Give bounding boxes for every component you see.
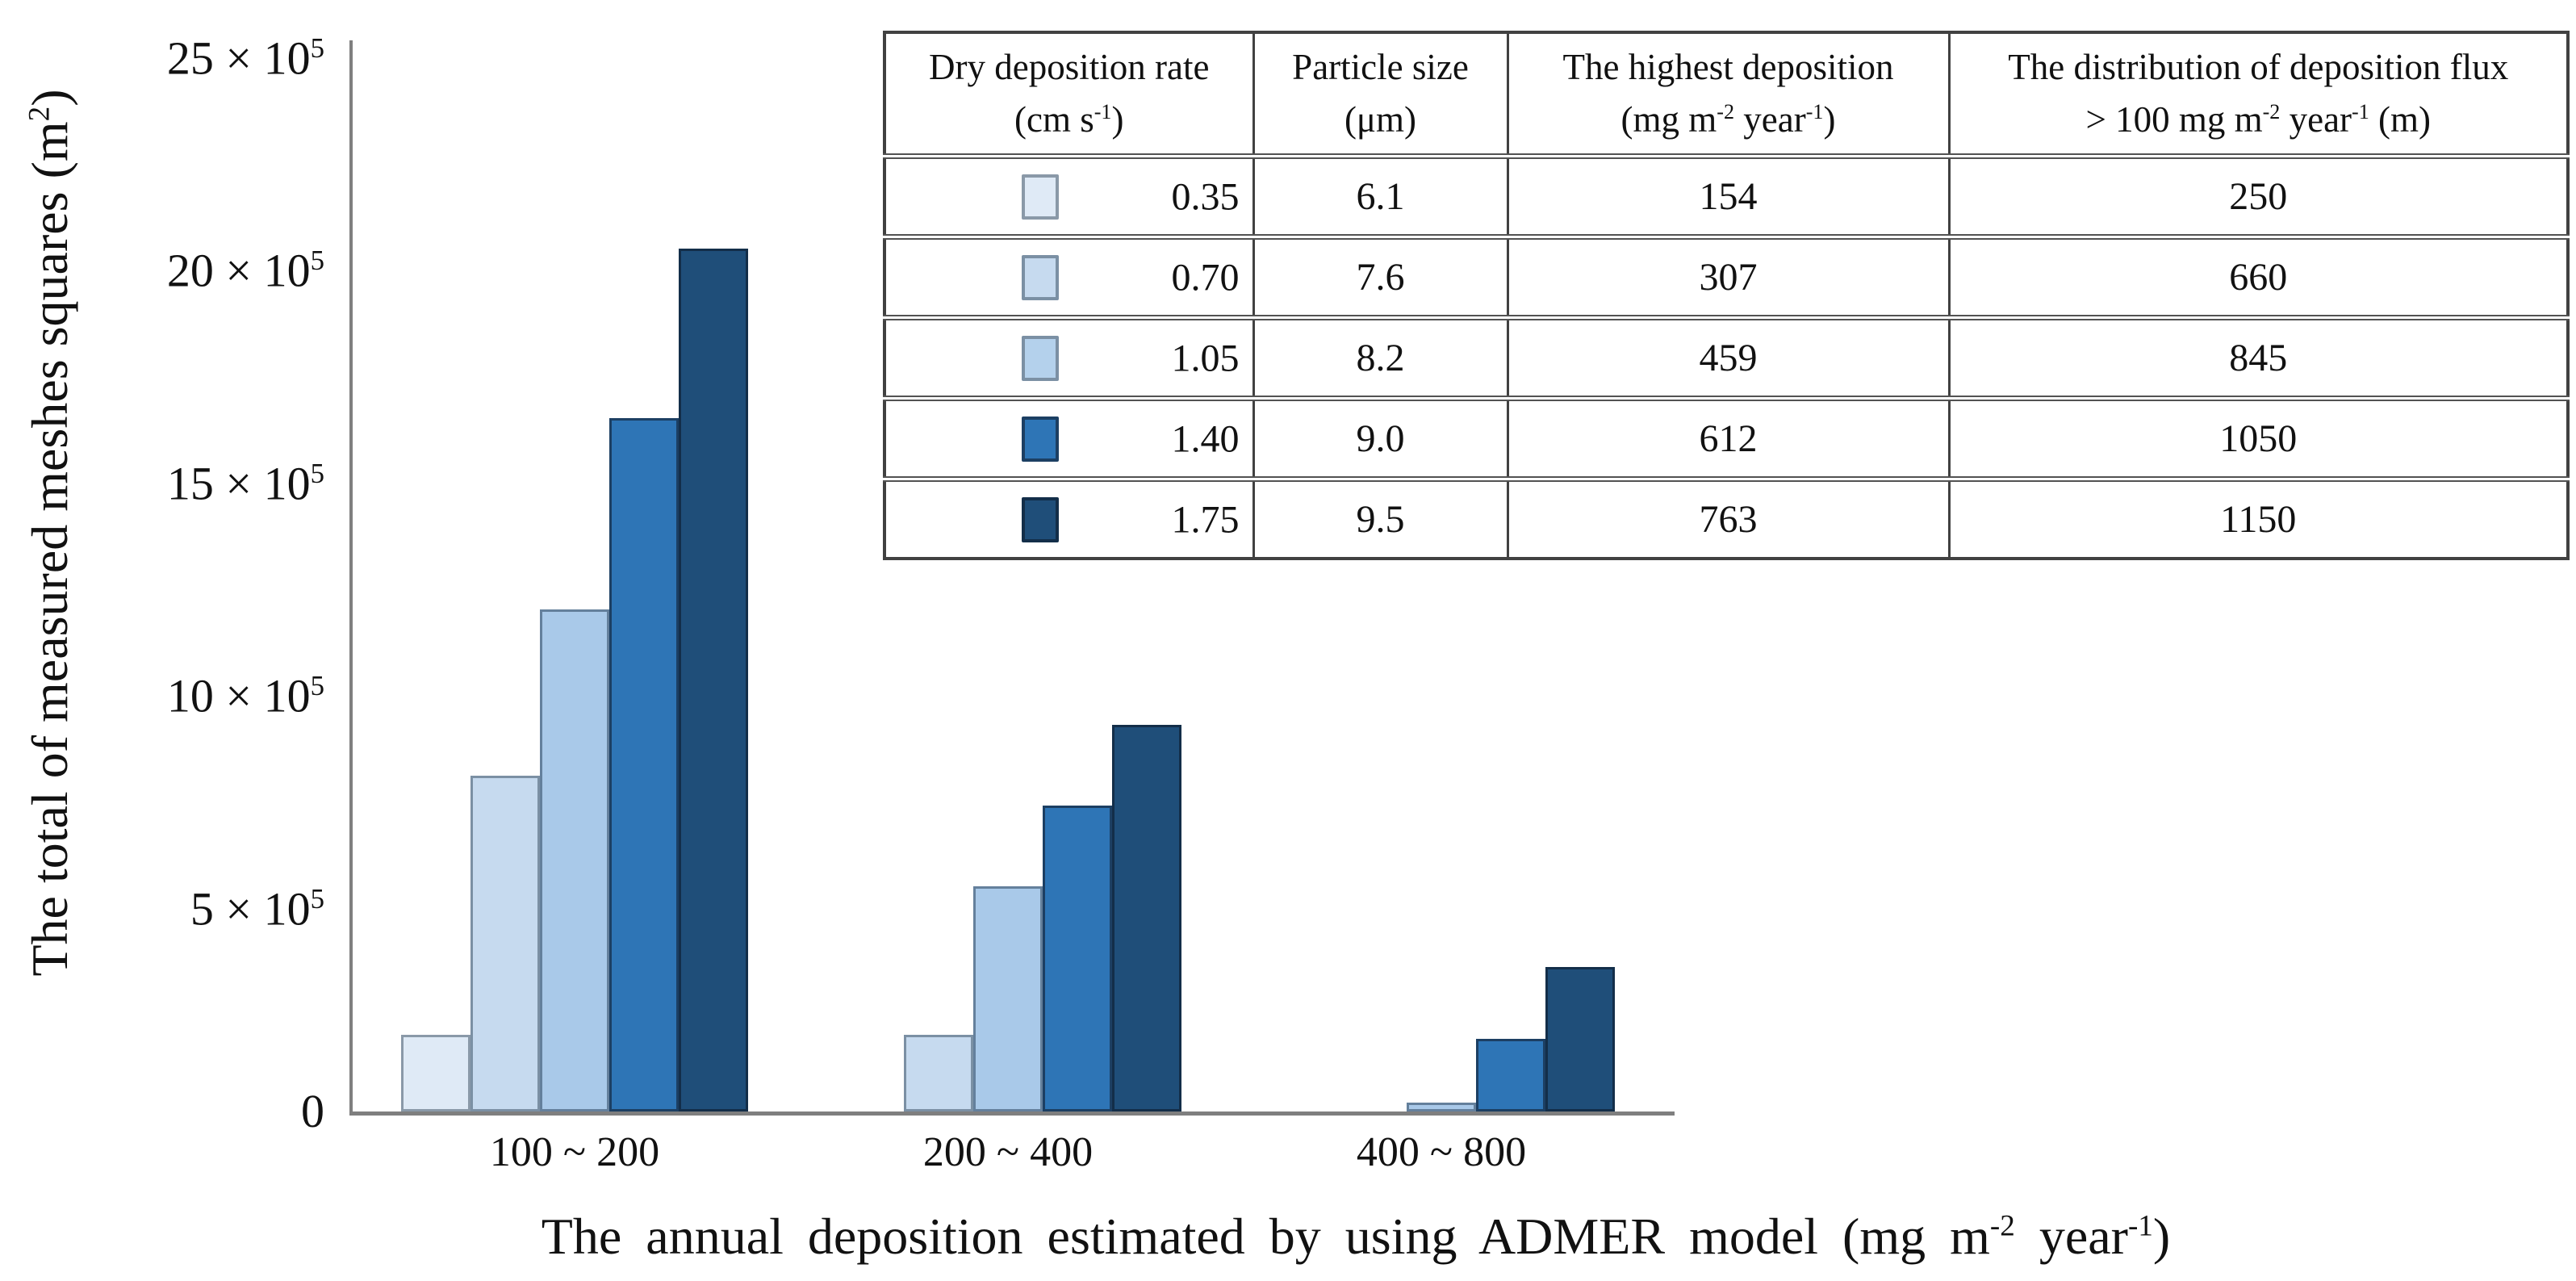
table-row: 1.75 9.5 763 1150 xyxy=(883,476,2570,560)
x-axis-title: The annual deposition estimated by using… xyxy=(541,1208,2171,1265)
particle-size-cell: 6.1 xyxy=(1252,153,1509,238)
legend-swatch xyxy=(1022,254,1059,300)
distribution-cell: 1050 xyxy=(1947,396,2570,480)
distribution-cell: 1150 xyxy=(1947,476,2570,560)
highest-deposition-cell: 459 xyxy=(1506,315,1951,400)
rate-value: 0.70 xyxy=(1171,256,1240,299)
bar-rate-1.75-cat-0 xyxy=(679,249,748,1111)
table-row: 0.70 7.6 307 660 xyxy=(883,234,2570,319)
rate-value: 1.75 xyxy=(1171,498,1240,541)
x-axis-line xyxy=(349,1111,1675,1116)
bar-rate-0.35-cat-0 xyxy=(401,1035,470,1111)
bar-rate-1.05-cat-1 xyxy=(973,886,1043,1111)
rate-cell: 1.75 xyxy=(883,476,1255,560)
distribution-cell: 845 xyxy=(1947,315,2570,400)
table-header-cell: Dry deposition rate (cm s-1) xyxy=(883,31,1255,157)
rate-value: 1.40 xyxy=(1171,417,1240,460)
highest-deposition-cell: 307 xyxy=(1506,234,1951,319)
legend-swatch xyxy=(1022,174,1059,220)
y-tick-label: 25 × 105 xyxy=(166,31,324,85)
legend-swatch xyxy=(1022,416,1059,462)
table-row: 0.35 6.1 154 250 xyxy=(883,153,2570,238)
rate-cell: 0.35 xyxy=(883,153,1255,238)
bar-rate-0.70-cat-1 xyxy=(904,1035,973,1111)
bar-rate-1.40-cat-2 xyxy=(1476,1039,1545,1111)
table-body: 0.35 6.1 154 250 0.70 7.6 307 660 1.05 8.2 459 845 1… xyxy=(883,153,2570,560)
bar-rate-1.40-cat-0 xyxy=(609,418,679,1111)
distribution-cell: 660 xyxy=(1947,234,2570,319)
x-category-label: 400 ~ 800 xyxy=(1356,1129,1527,1175)
highest-deposition-cell: 763 xyxy=(1506,476,1951,560)
bar-rate-1.05-cat-2 xyxy=(1407,1103,1476,1111)
x-category-label: 200 ~ 400 xyxy=(922,1129,1094,1175)
particle-size-cell: 9.0 xyxy=(1252,396,1509,480)
table-row: 1.05 8.2 459 845 xyxy=(883,315,2570,400)
rate-value: 1.05 xyxy=(1171,337,1240,379)
bar-rate-0.70-cat-0 xyxy=(470,776,540,1111)
bar-rate-1.40-cat-1 xyxy=(1043,806,1112,1111)
rate-cell: 0.70 xyxy=(883,234,1255,319)
legend-swatch xyxy=(1022,496,1059,542)
y-tick-label: 15 × 105 xyxy=(166,457,324,510)
table-header-row: Dry deposition rate (cm s-1) Particle size… xyxy=(883,31,2570,157)
y-tick-label: 20 × 105 xyxy=(166,244,324,297)
table-header-cell: The highest deposition (mg m-2 year-1) xyxy=(1506,31,1951,157)
particle-size-cell: 9.5 xyxy=(1252,476,1509,560)
y-axis-title: The total of measured meshes squares (m2… xyxy=(21,89,78,977)
highest-deposition-cell: 154 xyxy=(1506,153,1951,238)
bar-rate-1.75-cat-2 xyxy=(1545,967,1615,1111)
rate-value: 0.35 xyxy=(1171,175,1240,218)
particle-size-cell: 8.2 xyxy=(1252,315,1509,400)
table-row: 1.40 9.0 612 1050 xyxy=(883,396,2570,480)
bar-rate-1.05-cat-0 xyxy=(540,609,609,1111)
y-tick-label: 10 × 105 xyxy=(166,669,324,722)
table-header: Dry deposition rate (cm s-1) Particle size… xyxy=(883,31,2570,157)
table-header-cell: Particle size (μm) xyxy=(1252,31,1509,157)
bar-rate-1.75-cat-1 xyxy=(1112,725,1181,1111)
x-category-label: 100 ~ 200 xyxy=(489,1129,660,1175)
y-tick-label: 5 × 105 xyxy=(190,881,324,935)
legend-data-table: Dry deposition rate (cm s-1) Particle size… xyxy=(883,31,2570,560)
y-axis-line xyxy=(349,40,353,1116)
rate-cell: 1.05 xyxy=(883,315,1255,400)
table-header-cell: The distribution of deposition flux > 100… xyxy=(1947,31,2570,157)
rate-cell: 1.40 xyxy=(883,396,1255,480)
particle-size-cell: 7.6 xyxy=(1252,234,1509,319)
y-tick-label: 0 xyxy=(301,1085,324,1137)
distribution-cell: 250 xyxy=(1947,153,2570,238)
highest-deposition-cell: 612 xyxy=(1506,396,1951,480)
legend-swatch xyxy=(1022,335,1059,381)
